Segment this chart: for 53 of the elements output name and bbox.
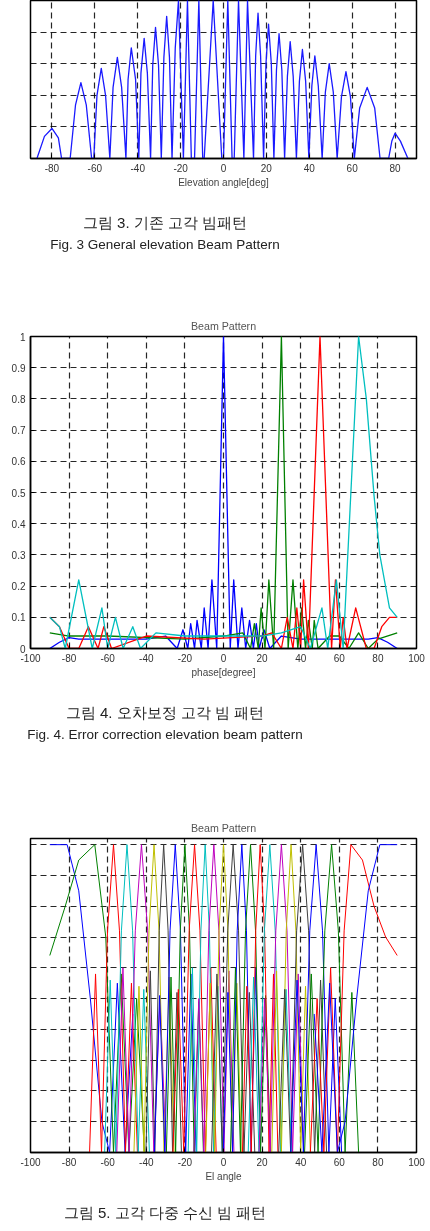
caption: 그림 5. 고각 다중 수신 빔 패턴 [62,1203,268,1223]
x-tick-label: 20 [260,162,273,174]
x-tick-label: -80 [61,1156,77,1168]
caption: 그림 3. 기존 고각 빔패턴 [81,213,249,233]
y-tick-label: 0 [19,643,26,655]
x-tick-label: 60 [333,1156,346,1168]
chart-title: Beam Pattern [190,319,257,332]
x-axis-title: El angle [205,1170,243,1182]
x-tick-label: -100 [20,652,41,664]
y-tick-label: 1 [19,331,26,343]
y-tick-label: 0.5 [11,487,26,499]
x-tick-label: 0 [220,652,227,664]
line-series [49,336,398,649]
x-tick-label: 100 [408,1156,426,1168]
x-tick-label: 20 [256,652,269,664]
chart-title: Beam Pattern [190,821,257,834]
x-axis-title: phase[degree] [191,666,256,678]
x-tick-label: -100 [20,1156,41,1168]
caption: Fig. 4. Error correction elevation beam pattern [26,726,304,744]
x-tick-label: 80 [389,162,402,174]
x-tick-label: 40 [303,162,316,174]
x-tick-label: 60 [346,162,359,174]
x-tick-label: -20 [173,162,189,174]
x-tick-label: 0 [220,162,227,174]
y-tick-label: 0.6 [11,456,26,468]
y-tick-label: 0.1 [11,612,26,624]
x-tick-label: -20 [177,1156,193,1168]
y-tick-label: 0.4 [11,518,26,530]
x-tick-label: -40 [139,652,154,664]
y-tick-label: 0.7 [11,425,26,437]
y-tick-label: 0.9 [11,362,26,374]
x-tick-label: -60 [100,1156,116,1168]
x-tick-label: 40 [295,1156,307,1168]
x-tick-label: -20 [177,652,193,664]
x-tick-label: -80 [61,652,77,664]
x-tick-label: -40 [130,162,146,174]
x-tick-label: -80 [44,162,60,174]
x-tick-label: 80 [372,652,384,664]
y-tick-label: 0.2 [11,581,26,593]
caption: 그림 4. 오차보정 고각 빔 패턴 [64,703,266,723]
x-tick-label: 20 [256,1156,269,1168]
x-tick-label: 60 [333,652,346,664]
x-tick-label: 0 [220,1156,227,1168]
x-tick-label: -40 [139,1156,154,1168]
x-tick-label: 100 [408,652,426,664]
x-tick-label: -60 [100,652,116,664]
x-tick-label: 80 [372,1156,384,1168]
x-axis-title: Elevation angle[deg] [178,176,270,188]
x-tick-label: 40 [295,652,307,664]
caption: Fig. 3 General elevation Beam Pattern [49,236,281,254]
y-tick-label: 0.8 [11,393,26,405]
y-tick-label: 0.3 [11,549,26,561]
x-tick-label: -60 [87,162,103,174]
